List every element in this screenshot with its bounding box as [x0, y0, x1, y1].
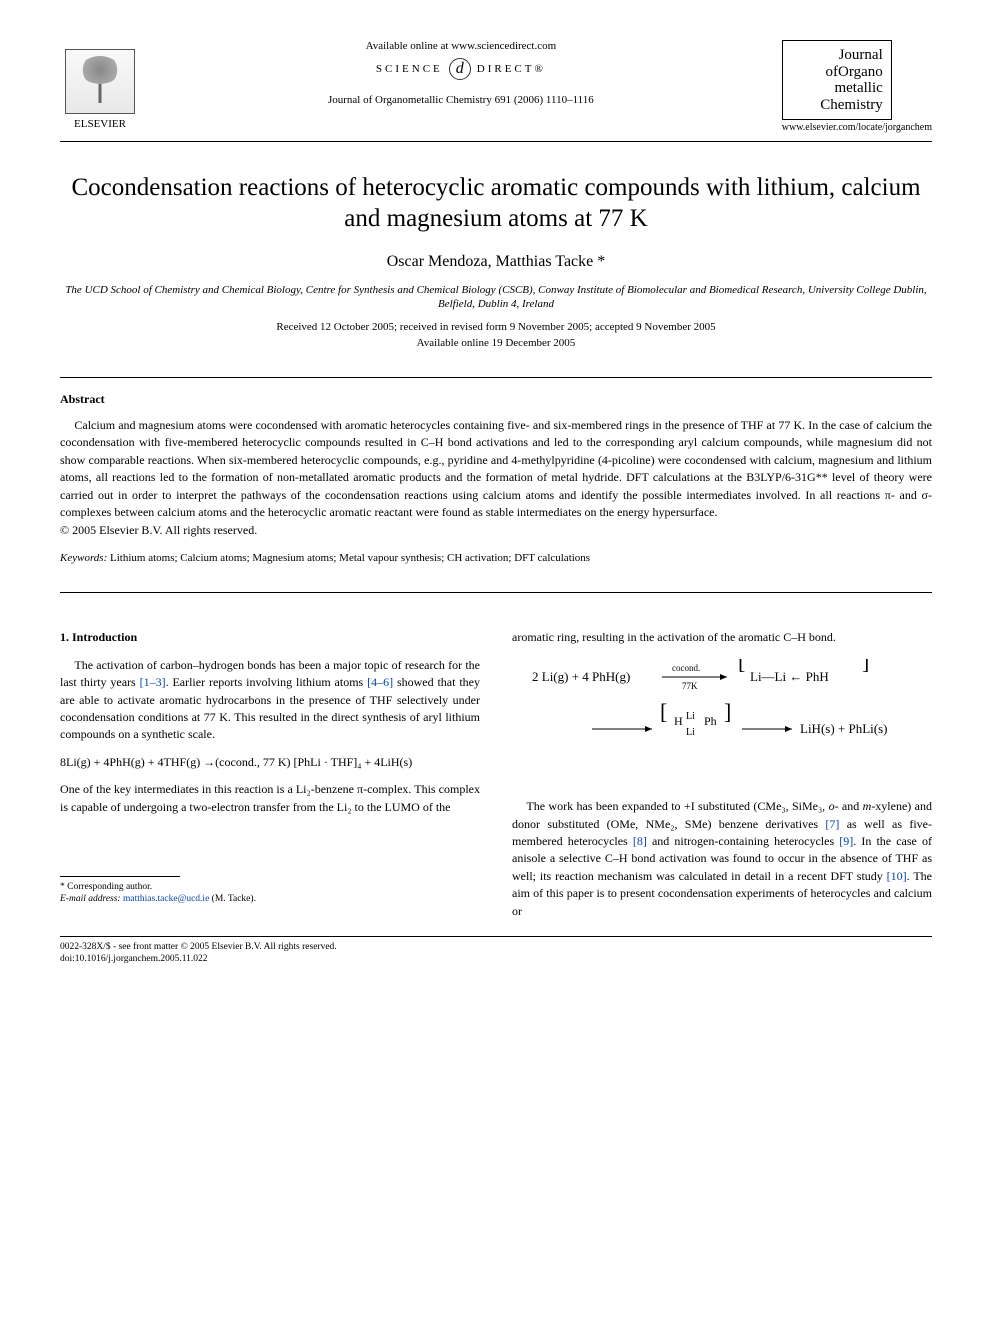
abstract-body: Calcium and magnesium atoms were coconde…	[60, 417, 932, 521]
science-direct-logo: SCIENCE d DIRECT®	[140, 58, 782, 80]
abstract-heading: Abstract	[60, 392, 932, 407]
abstract-top-divider	[60, 377, 932, 378]
footer-doi: doi:10.1016/j.jorganchem.2005.11.022	[60, 953, 932, 965]
scheme-svg: 2 Li(g) + 4 PhH(g) cocond. 77K [ Li—Li ←…	[532, 659, 912, 779]
science-direct-left: SCIENCE	[376, 63, 443, 75]
left-column: 1. Introduction The activation of carbon…	[60, 629, 480, 922]
text-fragment: The work has been expanded to +I substit…	[526, 799, 828, 813]
scheme-label: cocond.	[672, 663, 700, 673]
equation-1: 8Li(g) + 4PhH(g) + 4THF(g) →(cocond., 77…	[60, 754, 480, 771]
footnote-block: * Corresponding author. E-mail address: …	[60, 881, 480, 906]
keywords-text: Lithium atoms; Calcium atoms; Magnesium …	[110, 552, 590, 564]
intro-para-1: The activation of carbon–hydrogen bonds …	[60, 657, 480, 744]
scheme-text-3: H	[674, 714, 683, 728]
corresponding-author: * Corresponding author.	[60, 881, 480, 893]
right-column: aromatic ring, resulting in the activati…	[512, 629, 932, 922]
authors: Oscar Mendoza, Matthias Tacke *	[60, 253, 932, 271]
col2-para-2: The work has been expanded to +I substit…	[512, 798, 932, 920]
center-header: Available online at www.sciencedirect.co…	[140, 40, 782, 106]
journal-logo-line: ofOrgano	[791, 64, 883, 81]
text-fragment: - and	[835, 799, 863, 813]
journal-logo-line: Chemistry	[791, 97, 883, 114]
footnote-rule	[60, 876, 180, 877]
article-title: Cocondensation reactions of heterocyclic…	[60, 172, 932, 235]
elsevier-logo: ELSEVIER	[60, 40, 140, 130]
journal-reference: Journal of Organometallic Chemistry 691 …	[140, 94, 782, 106]
keywords-line: Keywords: Lithium atoms; Calcium atoms; …	[60, 552, 932, 564]
bracket-icon: [	[660, 699, 667, 724]
scheme-text-2: Li—Li ← PhH	[750, 669, 829, 684]
journal-logo-line: metallic	[791, 80, 883, 97]
abstract-bottom-divider	[60, 592, 932, 593]
page-header: ELSEVIER Available online at www.science…	[60, 40, 932, 133]
citation-link[interactable]: [1–3]	[140, 675, 166, 689]
keywords-label: Keywords:	[60, 552, 107, 564]
science-direct-right: DIRECT®	[477, 63, 546, 75]
citation-link[interactable]: [10]	[887, 869, 907, 883]
scheme-text-3: Li	[686, 711, 695, 722]
citation-link[interactable]: [9]	[839, 834, 853, 848]
scheme-text-1: 2 Li(g) + 4 PhH(g)	[532, 669, 630, 684]
science-direct-icon: d	[449, 58, 471, 80]
elsevier-name: ELSEVIER	[74, 118, 126, 130]
text-fragment: and nitrogen-containing heterocycles	[647, 834, 839, 848]
col2-para-1: aromatic ring, resulting in the activati…	[512, 629, 932, 646]
journal-url: www.elsevier.com/locate/jorganchem	[782, 122, 932, 133]
email-link[interactable]: matthias.tacke@ucd.ie	[123, 894, 209, 904]
intro-heading: 1. Introduction	[60, 629, 480, 646]
journal-logo-line: Journal	[791, 47, 883, 64]
journal-logo-block: Journal ofOrgano metallic Chemistry www.…	[782, 40, 932, 133]
citation-link[interactable]: [7]	[825, 817, 839, 831]
scheme-text-4: LiH(s) + PhLi(s)	[800, 721, 888, 736]
header-divider	[60, 141, 932, 142]
affiliation: The UCD School of Chemistry and Chemical…	[60, 283, 932, 312]
bracket-icon: ]	[724, 699, 731, 724]
email-suffix: (M. Tacke).	[212, 894, 256, 904]
intro-para-2: One of the key intermediates in this rea…	[60, 781, 480, 816]
footer-rule	[60, 936, 932, 937]
italic-text: m	[863, 799, 872, 813]
online-date: Available online 19 December 2005	[60, 337, 932, 349]
footer-copyright: 0022-328X/$ - see front matter © 2005 El…	[60, 941, 932, 953]
scheme-label: 77K	[682, 681, 698, 691]
elsevier-tree-icon	[65, 49, 135, 114]
reaction-scheme: 2 Li(g) + 4 PhH(g) cocond. 77K [ Li—Li ←…	[512, 659, 932, 784]
citation-link[interactable]: [8]	[633, 834, 647, 848]
received-dates: Received 12 October 2005; received in re…	[60, 321, 932, 333]
abstract-copyright: © 2005 Elsevier B.V. All rights reserved…	[60, 523, 932, 538]
body-columns: 1. Introduction The activation of carbon…	[60, 629, 932, 922]
bracket-icon: [	[738, 659, 745, 674]
scheme-text-3: Li	[686, 727, 695, 738]
citation-link[interactable]: [4–6]	[367, 675, 393, 689]
available-online-text: Available online at www.sciencedirect.co…	[140, 40, 782, 52]
journal-logo: Journal ofOrgano metallic Chemistry	[782, 40, 892, 120]
text-fragment: . Earlier reports involving lithium atom…	[166, 675, 368, 689]
scheme-text-3: Ph	[704, 714, 717, 728]
email-line: E-mail address: matthias.tacke@ucd.ie (M…	[60, 893, 480, 905]
email-label: E-mail address:	[60, 894, 121, 904]
bracket-icon: ]	[862, 659, 869, 674]
